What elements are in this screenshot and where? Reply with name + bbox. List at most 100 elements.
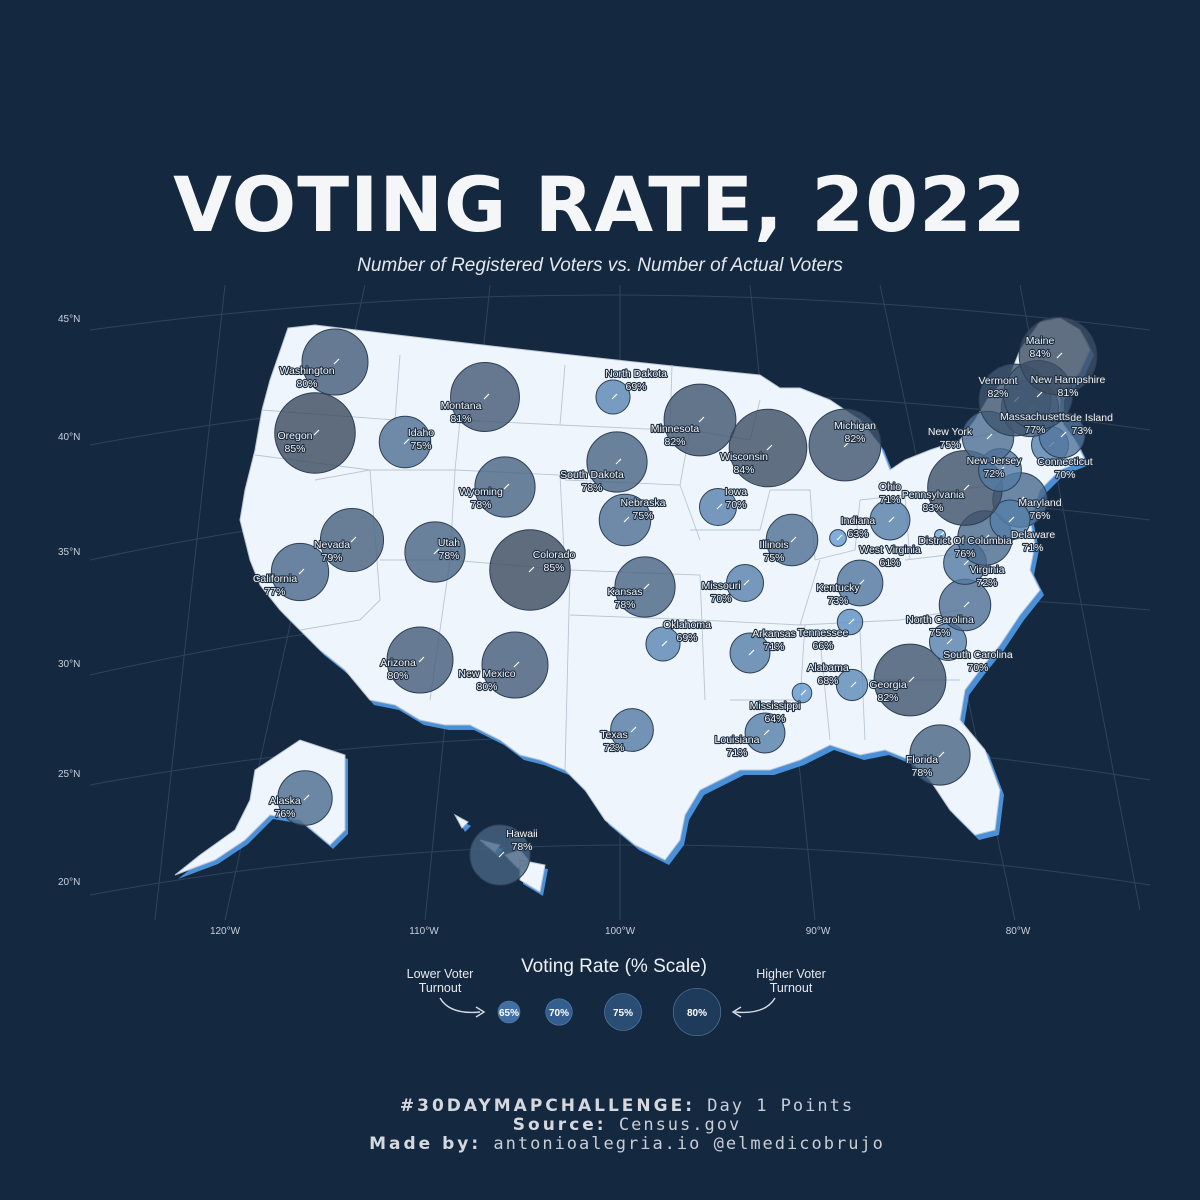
bubble-tick-virginia <box>963 559 970 566</box>
state-rate-california: 77% <box>264 586 285 598</box>
bubble-louisiana <box>744 712 786 754</box>
bubble-wisconsin <box>728 408 808 488</box>
bubble-minnesota <box>663 383 737 457</box>
state-name-georgia: Georgia <box>869 679 907 691</box>
state-rate-nebraska: 75% <box>632 510 653 522</box>
state-name-hawaii: Hawaii <box>506 828 538 840</box>
state-name-florida: Florida <box>906 754 938 766</box>
bubble-arkansas <box>729 632 771 674</box>
state-name-new-mexico: New Mexico <box>458 668 515 680</box>
lon-label-80-w: 80°W <box>1006 926 1031 937</box>
page-title: VOTING RATE, 2022 <box>173 160 1027 249</box>
state-rate-nevada: 79% <box>321 552 342 564</box>
state-name-nebraska: Nebraska <box>621 497 666 509</box>
bubble-georgia <box>873 643 947 717</box>
state-rate-connecticut: 70% <box>1054 469 1075 481</box>
state-name-massachusetts: Massachusetts <box>1000 411 1070 423</box>
state-name-minnesota: Minnesota <box>651 423 700 435</box>
state-name-utah: Utah <box>438 537 460 549</box>
state-rate-new-hampshire: 81% <box>1057 387 1078 399</box>
state-name-south-dakota: South Dakota <box>560 469 624 481</box>
bubble-tick-tennessee <box>848 618 855 625</box>
bubble-arizona <box>386 626 454 694</box>
state-rate-district-of-columbia: 76% <box>954 548 975 560</box>
bubble-tick-georgia <box>908 676 915 683</box>
state-name-new-jersey: New Jersey <box>967 455 1023 467</box>
state-name-indiana: Indiana <box>841 515 876 527</box>
bubble-tick-south-carolina <box>946 638 953 645</box>
state-name-idaho: Idaho <box>408 427 434 439</box>
state-name-maryland: Maryland <box>1018 497 1061 509</box>
bubble-tick-nebraska <box>623 516 630 523</box>
bubble-alabama <box>835 668 869 702</box>
state-rate-louisiana: 71% <box>726 747 747 759</box>
state-name-new-york: New York <box>928 426 973 438</box>
state-name-arizona: Arizona <box>380 657 416 669</box>
state-name-iowa: Iowa <box>725 486 747 498</box>
state-rate-arizona: 80% <box>387 670 408 682</box>
state-rate-washington: 80% <box>296 378 317 390</box>
lat-label-45-n: 45°N <box>58 314 80 325</box>
footer-line-source: Source: Census.gov <box>0 1115 1200 1135</box>
state-name-arkansas: Arkansas <box>752 628 796 640</box>
state-name-illinois: Illinois <box>759 539 788 551</box>
state-rate-alaska: 76% <box>274 808 295 820</box>
bubble-tick-wisconsin <box>766 444 773 451</box>
lon-label-100-w: 100°W <box>605 926 636 937</box>
state-rate-kentucky: 73% <box>827 595 848 607</box>
bubble-wyoming <box>474 456 536 518</box>
state-rate-minnesota: 82% <box>664 436 685 448</box>
state-rate-massachusetts: 77% <box>1024 424 1045 436</box>
bubble-oregon <box>274 392 356 474</box>
bubble-tick-missouri <box>743 579 750 586</box>
bubble-tick-kentucky <box>858 579 865 586</box>
legend-label-70-: 70% <box>549 1008 569 1019</box>
bubble-tick-kansas <box>643 583 650 590</box>
bubble-tick-new-hampshire <box>1036 391 1043 398</box>
bubble-tick-north-dakota <box>611 393 618 400</box>
lon-label-90-w: 90°W <box>806 926 831 937</box>
state-rate-missouri: 70% <box>710 593 731 605</box>
state-name-rhode-island: Rhode Island <box>1051 412 1113 424</box>
state-rate-indiana: 63% <box>847 528 868 540</box>
state-name-tennessee: Tennessee <box>798 627 849 639</box>
state-name-delaware: Delaware <box>1011 529 1056 541</box>
state-rate-wyoming: 78% <box>470 499 491 511</box>
footer-challenge-text: Day 1 Points <box>707 1096 855 1116</box>
bubble-south-dakota <box>586 431 648 493</box>
state-rate-kansas: 78% <box>614 599 635 611</box>
lat-label-20-n: 20°N <box>58 877 80 888</box>
bubble-kentucky <box>836 559 884 607</box>
bubble-nebraska <box>598 493 652 547</box>
bubble-california <box>270 542 330 602</box>
state-rate-illinois: 75% <box>763 552 784 564</box>
bubble-idaho <box>378 415 432 469</box>
bubble-tick-west-virginia <box>938 531 945 538</box>
state-rate-ohio: 71% <box>879 494 900 506</box>
state-rate-georgia: 82% <box>877 692 898 704</box>
state-rate-vermont: 82% <box>987 388 1008 400</box>
bubble-tick-iowa <box>716 503 723 510</box>
state-name-west-virginia: West Virginia <box>859 544 921 556</box>
bubble-tick-new-jersey <box>998 466 1005 473</box>
lat-label-30-n: 30°N <box>58 659 80 670</box>
bubble-tick-oregon <box>313 429 320 436</box>
state-name-kansas: Kansas <box>607 586 642 598</box>
state-rate-texas: 72% <box>603 742 624 754</box>
state-rate-utah: 78% <box>438 550 459 562</box>
bubble-tick-washington <box>333 358 340 365</box>
bubble-tick-delaware <box>1008 516 1015 523</box>
lat-label-35-n: 35°N <box>58 547 80 558</box>
bubble-delaware <box>989 499 1031 541</box>
bubble-tick-utah <box>433 548 440 555</box>
bubble-west-virginia <box>934 529 946 541</box>
state-name-new-hampshire: New Hampshire <box>1031 374 1106 386</box>
bubble-tick-north-carolina <box>963 601 970 608</box>
lon-label-110-w: 110°W <box>409 926 439 937</box>
bubble-tick-montana <box>483 393 490 400</box>
legend-bubble-65- <box>497 1000 521 1024</box>
bubble-missouri <box>726 564 764 602</box>
bubble-tick-louisiana <box>763 729 770 736</box>
bubble-maine <box>1018 316 1098 396</box>
